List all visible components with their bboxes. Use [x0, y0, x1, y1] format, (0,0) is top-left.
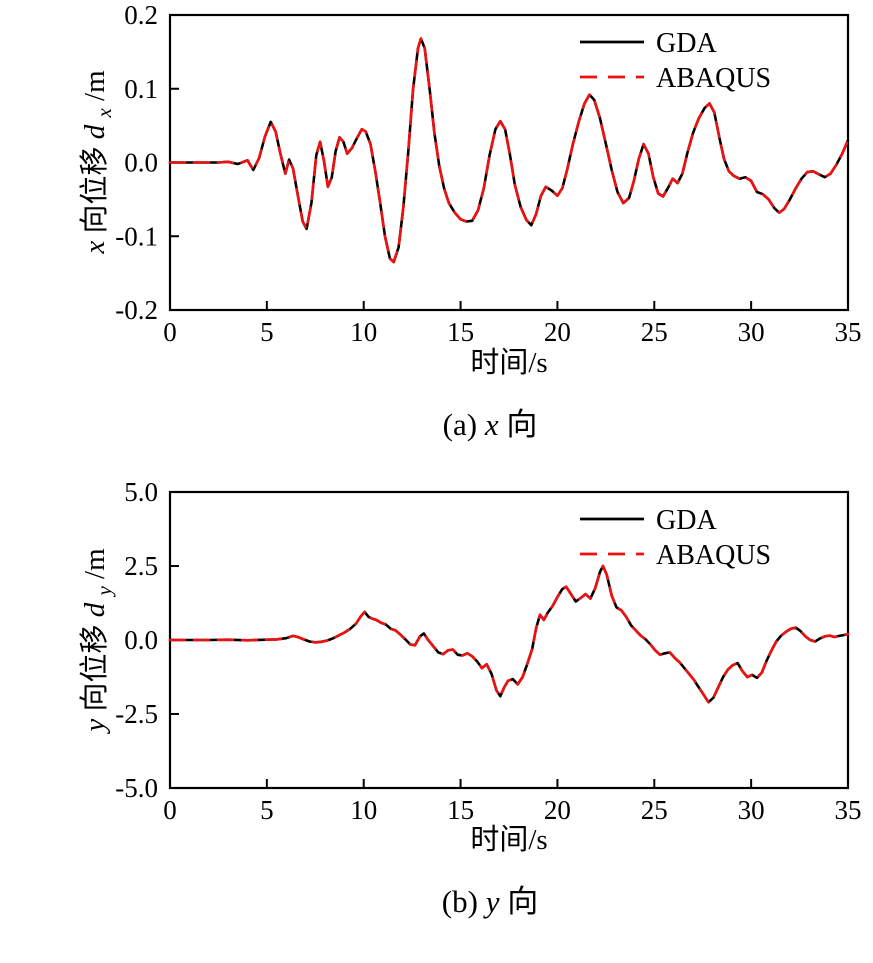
x-tick-label: 10: [350, 795, 377, 825]
legend-label-gda: GDA: [656, 28, 717, 59]
x-tick-label: 5: [260, 795, 274, 825]
x-axis-label-a: 时间/s: [470, 346, 547, 379]
y-tick-label: 2.5: [124, 551, 158, 581]
y-tick-label: -0.1: [115, 221, 158, 251]
plot-border: [168, 13, 850, 312]
chart-x-direction: 0 5 10 15 20 25 30 35 -0.2 -0.1 0.0 0.1 0.2 GDA ABAQUS…: [78, 0, 862, 442]
legend-label-abaqus: ABAQUS: [656, 540, 771, 571]
x-tick-label: 20: [544, 795, 571, 825]
y-tick-label: 0.0: [124, 148, 158, 178]
x-tick-label: 0: [163, 317, 177, 347]
y-axis-label-b: y 向位移 d y /m: [78, 548, 118, 735]
x-tick-label: 25: [641, 317, 668, 347]
x-tick-label: 10: [350, 317, 377, 347]
x-axis-label-b: 时间/s: [470, 823, 547, 856]
x-tick-label: 20: [544, 317, 571, 347]
caption-b: (b) y 向: [442, 884, 538, 919]
y-tick-label: 0.2: [124, 0, 158, 30]
legend-label-gda: GDA: [656, 505, 717, 536]
y-tick-label: 5.0: [124, 477, 158, 507]
x-tick-label: 0: [163, 795, 177, 825]
x-tick-label: 30: [738, 795, 765, 825]
series-abaqus-line: [168, 564, 850, 704]
y-tick-label: -5.0: [115, 773, 158, 803]
chart-y-direction: 0 5 10 15 20 25 30 35 -5.0 -2.5 0.0 2.5 5.0 GDA ABAQUS…: [78, 477, 862, 919]
legend-label-abaqus: ABAQUS: [656, 63, 771, 94]
caption-a: (a) x 向: [443, 407, 538, 442]
x-tick-label: 35: [835, 317, 862, 347]
y-tick-label: 0.0: [124, 625, 158, 655]
y-tick-label: -0.2: [115, 295, 158, 325]
x-tick-label: 5: [260, 317, 274, 347]
x-tick-label: 30: [738, 317, 765, 347]
x-tick-label: 15: [447, 795, 474, 825]
x-tick-label: 15: [447, 317, 474, 347]
series-abaqus-line: [168, 37, 850, 264]
y-tick-label: -2.5: [115, 699, 158, 729]
y-tick-label: 0.1: [124, 74, 158, 104]
y-axis-label-a: x 向位移 d x /m: [78, 70, 118, 255]
x-tick-label: 25: [641, 795, 668, 825]
x-tick-label: 35: [835, 795, 862, 825]
